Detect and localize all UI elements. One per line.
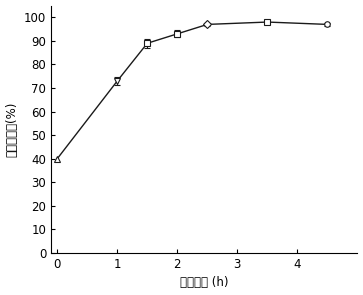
Y-axis label: 脂质回收率(%): 脂质回收率(%) (5, 101, 19, 157)
X-axis label: 酶解时间 (h): 酶解时间 (h) (180, 276, 229, 289)
